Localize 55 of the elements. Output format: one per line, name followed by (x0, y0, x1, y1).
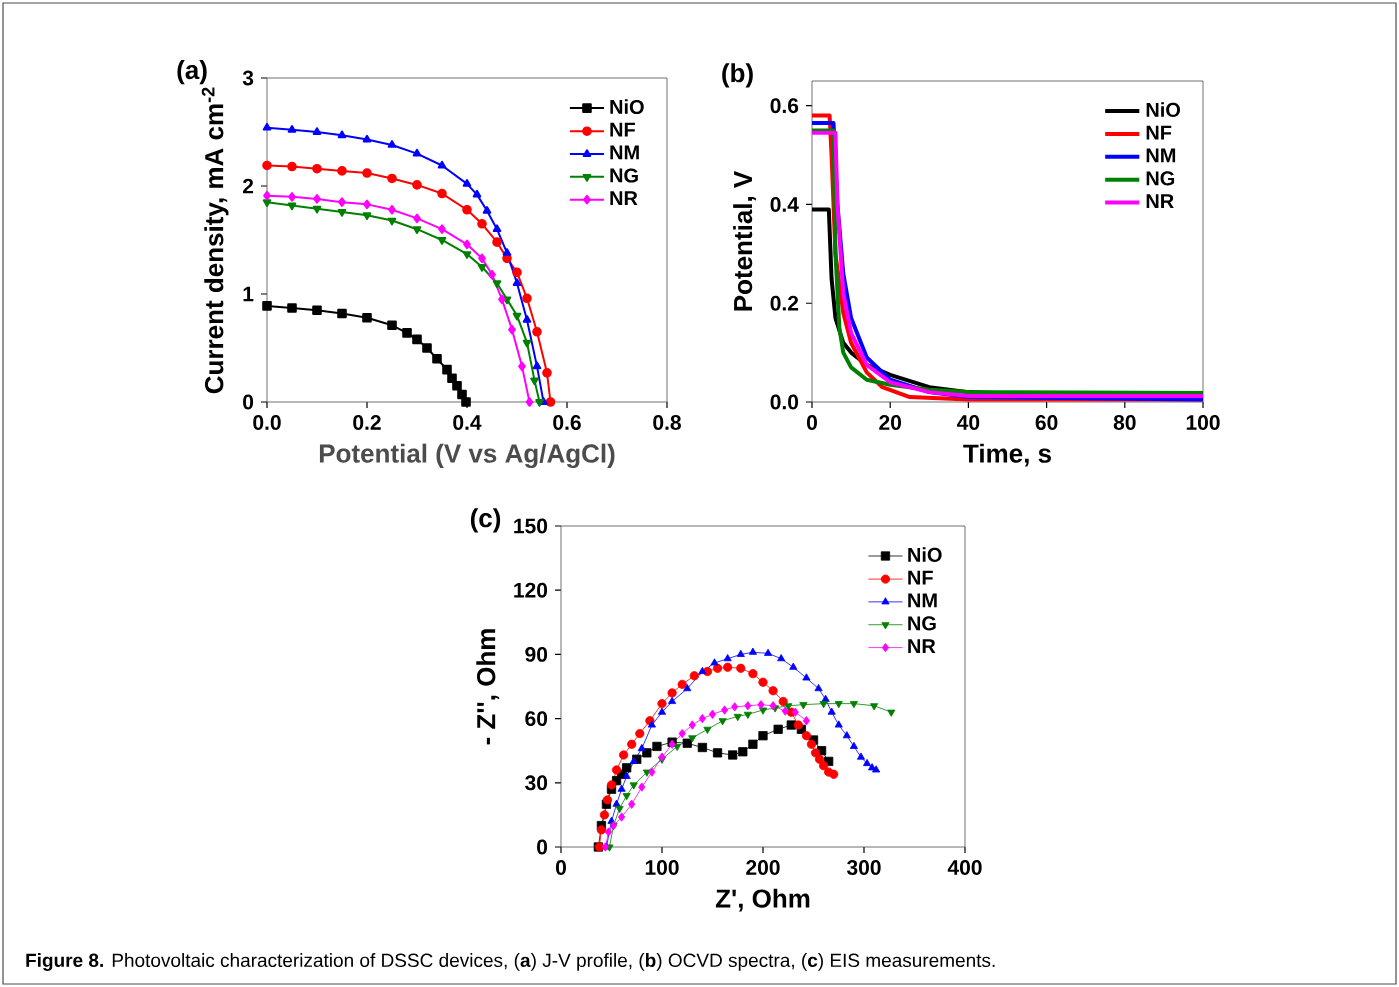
legend-label: NR (1146, 194, 1174, 208)
y-tick-label: 1 (243, 286, 254, 302)
x-tick-label: 0.2 (353, 415, 381, 430)
x-tick-label: 0.0 (253, 415, 281, 430)
x-axis-title: Potential (V vs Ag/AgCl) (319, 443, 615, 469)
x-tick-label: 100 (645, 860, 679, 875)
legend-label: NF (610, 122, 635, 137)
y-tick-label: 0.4 (770, 197, 799, 212)
y-tick-label: 150 (514, 518, 548, 534)
x-tick-label: 400 (947, 860, 982, 875)
y-tick-label: 0 (243, 394, 254, 410)
legend-label: NiO (1146, 102, 1181, 117)
y-tick-label: 0.0 (770, 394, 799, 410)
legend-label: NM (908, 593, 937, 608)
legend-label: NM (1146, 148, 1176, 163)
legend-label: NF (1146, 125, 1172, 140)
legend-label: NF (908, 570, 933, 585)
x-tick-label: 0.4 (453, 415, 482, 430)
legend-label: NiO (908, 547, 942, 562)
y-tick-label: 2 (242, 178, 254, 194)
x-tick-label: 40 (957, 415, 980, 430)
y-tick-label: 60 (525, 711, 548, 727)
x-tick-label: 0.6 (553, 415, 581, 430)
x-tick-label: 100 (1186, 415, 1220, 430)
y-tick-label: 30 (525, 775, 548, 791)
y-axis-title: - Z'', Ohm (476, 629, 500, 745)
y-axis-title: Current density, mA cm$^{-2}$ (201, 87, 229, 394)
legend-label: NR (610, 191, 638, 206)
y-tick-label: 0.6 (770, 98, 799, 114)
y-tick-label: 0.2 (770, 295, 799, 311)
y-tick-label: 90 (525, 646, 548, 662)
x-tick-label: 0 (806, 415, 817, 430)
x-axis-title: Time, s (963, 443, 1051, 467)
x-tick-label: 0 (555, 860, 566, 875)
legend-label: NR (908, 639, 936, 653)
chart-title: (c) (470, 508, 501, 533)
chart-title: (a) (177, 60, 207, 85)
x-tick-label: 20 (879, 415, 902, 430)
y-tick-label: 120 (514, 582, 548, 598)
y-axis-title: Potential, V (733, 170, 756, 311)
legend-label: NG (610, 168, 638, 183)
chart-title: (b) (722, 63, 753, 88)
legend-label: NG (908, 616, 936, 631)
x-tick-label: 0.8 (653, 415, 681, 430)
y-tick-label: 3 (242, 70, 254, 86)
y-tick-label: 0 (537, 839, 548, 855)
legend-label: NiO (610, 99, 644, 115)
x-axis-title: Z', Ohm (715, 888, 810, 912)
x-tick-label: 80 (1113, 415, 1136, 430)
legend-label: NM (610, 145, 639, 160)
text: Figure 8. Photovoltaic characterization of DSSC devices, (a) J-V profile, (b) OCVD spectra, (c) EIS measurements. (26, 953, 995, 971)
legend-label: NG (1146, 171, 1175, 186)
x-tick-label: 200 (746, 860, 780, 875)
x-tick-label: 60 (1035, 415, 1058, 430)
x-tick-label: 300 (846, 860, 881, 875)
